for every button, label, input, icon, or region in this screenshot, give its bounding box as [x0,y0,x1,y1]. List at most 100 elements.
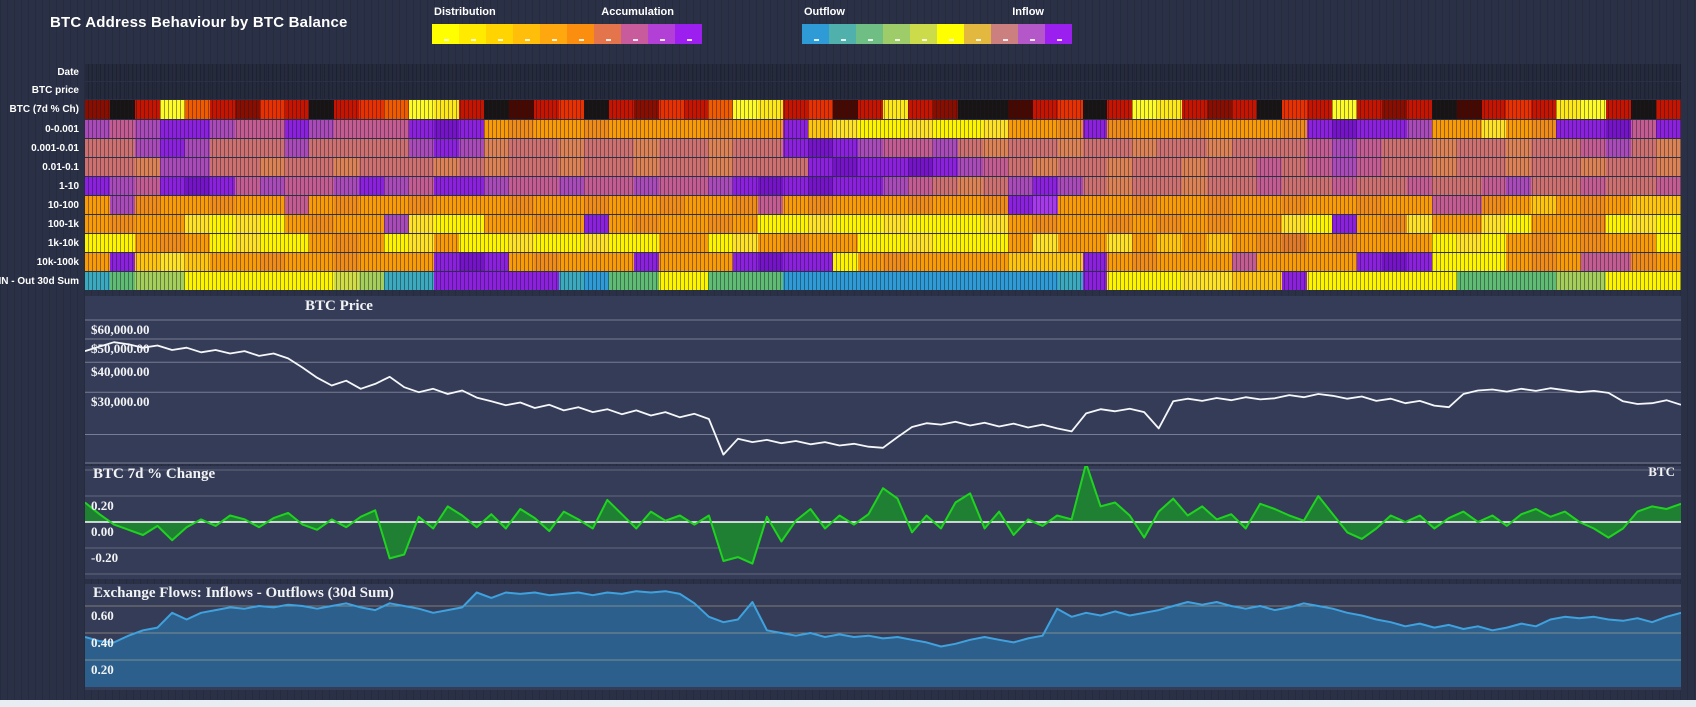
heatmap-cell[interactable] [1506,234,1532,252]
heatmap-cell[interactable] [1631,196,1657,214]
heatmap-cell[interactable] [1282,253,1307,271]
heatmap-cell[interactable] [1232,158,1258,176]
heatmap-cell[interactable] [1257,272,1282,290]
heatmap-cell[interactable] [1481,120,1507,138]
heatmap-cell[interactable] [1232,139,1258,157]
heatmap-cell[interactable] [409,272,435,290]
heatmap-cell[interactable] [334,177,360,195]
heatmap-cell[interactable] [1182,234,1208,252]
heatmap-cell[interactable] [533,272,559,290]
heatmap-cell[interactable] [982,215,1008,233]
heatmap-cell[interactable] [1331,215,1357,233]
heatmap-cell[interactable] [159,253,185,271]
heatmap-cell[interactable] [1007,253,1033,271]
heatmap-cell[interactable] [957,196,983,214]
heatmap-cell[interactable] [85,100,110,119]
heatmap-cell[interactable] [1456,100,1482,119]
heatmap-cell[interactable] [633,177,659,195]
heatmap-cell[interactable] [633,215,659,233]
heatmap-cell[interactable] [434,100,460,119]
heatmap-cell[interactable] [459,234,484,252]
heatmap-cell[interactable] [1556,120,1582,138]
heatmap-cell[interactable] [1132,234,1158,252]
heatmap-cell[interactable] [334,253,360,271]
heatmap-cell[interactable] [1157,120,1183,138]
heatmap-cell[interactable] [134,196,160,214]
heatmap-cell[interactable] [1456,215,1482,233]
heatmap-cell[interactable] [134,100,160,119]
heatmap-row-cells[interactable] [85,196,1681,214]
heatmap-cell[interactable] [1606,272,1632,290]
heatmap-cell[interactable] [758,158,784,176]
heatmap-cell[interactable] [1381,158,1407,176]
heatmap-cell[interactable] [1481,196,1507,214]
heatmap-cell[interactable] [758,234,784,252]
heatmap-cell[interactable] [1057,215,1083,233]
heatmap-cell[interactable] [1107,196,1133,214]
heatmap-cell[interactable] [907,120,933,138]
heatmap-cell[interactable] [558,120,584,138]
heatmap-cell[interactable] [1107,139,1133,157]
heatmap-cell[interactable] [982,234,1008,252]
heatmap-cell[interactable] [633,139,659,157]
heatmap-cell[interactable] [1032,234,1058,252]
heatmap-cell[interactable] [109,139,135,157]
heatmap-cell[interactable] [1406,100,1432,119]
heatmap-cell[interactable] [808,100,834,119]
heatmap-cell[interactable] [1656,120,1681,138]
heatmap-cell[interactable] [1057,139,1083,157]
heatmap-cell[interactable] [234,196,260,214]
heatmap-cell[interactable] [608,177,634,195]
heatmap-cell[interactable] [1182,139,1208,157]
heatmap-cell[interactable] [1581,177,1607,195]
heatmap-cell[interactable] [583,158,609,176]
heatmap-cell[interactable] [259,120,285,138]
heatmap-cell[interactable] [1232,100,1258,119]
heatmap-cell[interactable] [384,100,410,119]
btc-7d-change-chart[interactable]: BTC 7d % Change 0.20 0.00 -0.20 [85,466,1681,579]
heatmap-cell[interactable] [1631,100,1657,119]
heatmap-cell[interactable] [608,158,634,176]
heatmap-cell[interactable] [1481,100,1507,119]
heatmap-cell[interactable] [1306,100,1332,119]
heatmap-cell[interactable] [1057,253,1083,271]
heatmap-cell[interactable] [1556,272,1582,290]
heatmap-cell[interactable] [683,196,709,214]
heatmap-cell[interactable] [1032,196,1058,214]
heatmap-cell[interactable] [758,215,784,233]
heatmap-cell[interactable] [1406,120,1432,138]
heatmap-cell[interactable] [1207,177,1233,195]
heatmap-cell[interactable] [359,139,385,157]
heatmap-cell[interactable] [284,139,310,157]
heatmap-cell[interactable] [1381,177,1407,195]
legend-swatch[interactable] [648,24,675,44]
legend-swatch[interactable] [1018,24,1045,44]
heatmap-cell[interactable] [409,253,435,271]
heatmap-cell[interactable] [533,177,559,195]
legend-swatch[interactable] [432,24,459,44]
heatmap-cell[interactable] [334,215,360,233]
heatmap-cell[interactable] [134,272,160,290]
heatmap-cell[interactable] [284,158,310,176]
heatmap-cell[interactable] [1007,158,1033,176]
heatmap-cell[interactable] [384,196,410,214]
heatmap-cell[interactable] [558,196,584,214]
heatmap-cell[interactable] [508,253,534,271]
heatmap-cell[interactable] [957,272,983,290]
heatmap-cell[interactable] [309,196,335,214]
heatmap-cell[interactable] [808,234,834,252]
heatmap-cell[interactable] [1456,120,1482,138]
heatmap-cell[interactable] [1556,100,1582,119]
legend-swatch[interactable] [802,24,829,44]
heatmap-cell[interactable] [957,139,983,157]
heatmap-cell[interactable] [1232,215,1258,233]
heatmap-cell[interactable] [733,253,759,271]
heatmap-cell[interactable] [459,253,484,271]
heatmap-cell[interactable] [1032,139,1058,157]
heatmap-cell[interactable] [434,215,460,233]
heatmap-cell[interactable] [583,196,609,214]
heatmap-cell[interactable] [1007,196,1033,214]
heatmap-cell[interactable] [409,120,435,138]
heatmap-cell[interactable] [1157,196,1183,214]
heatmap-cell[interactable] [359,100,385,119]
